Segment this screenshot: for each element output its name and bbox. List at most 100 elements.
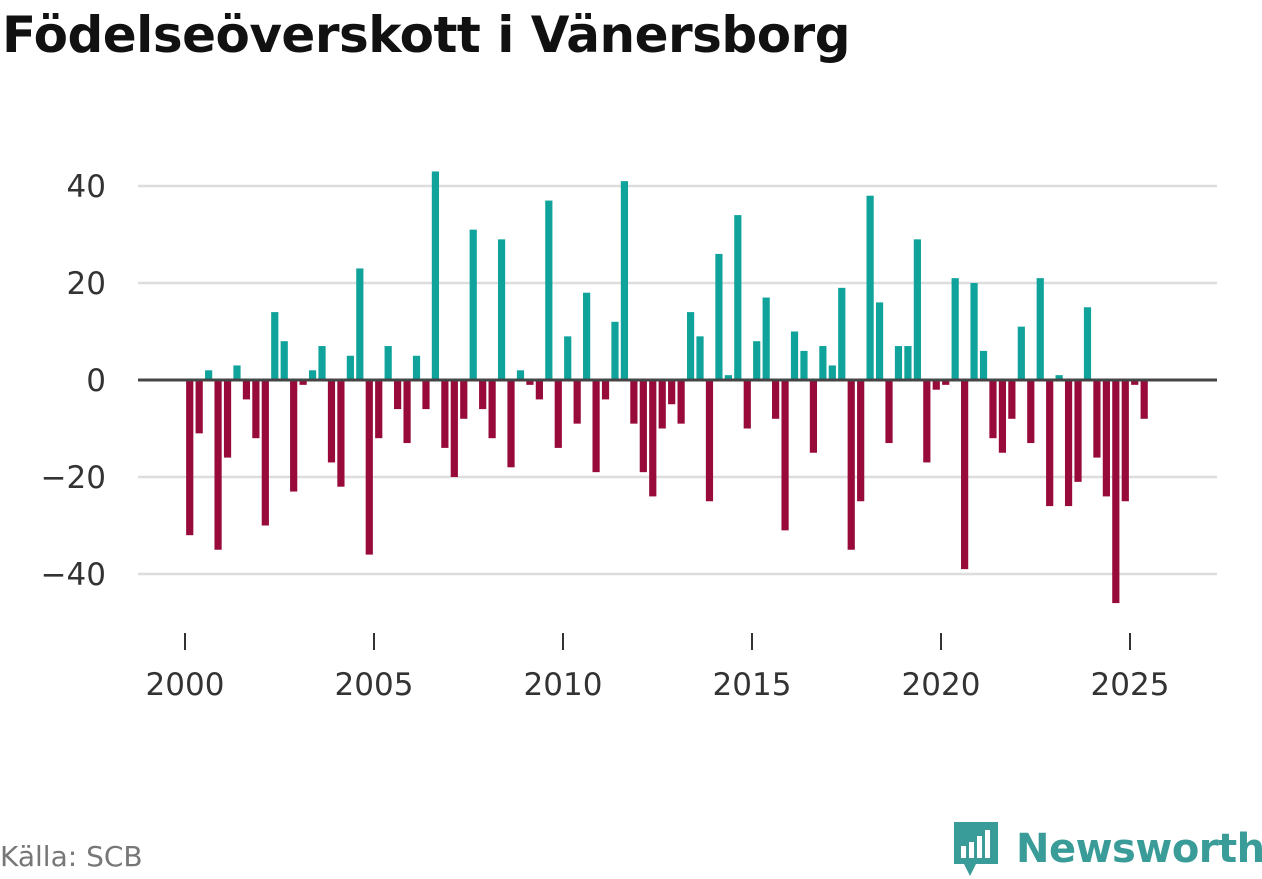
bar [261, 380, 269, 526]
bar [998, 380, 1007, 453]
bar [828, 365, 836, 380]
bar [422, 380, 430, 410]
bar [214, 380, 222, 550]
x-tick-label: 2000 [146, 667, 225, 703]
bar [431, 171, 440, 380]
bar [790, 331, 799, 380]
bar [460, 380, 468, 419]
bar [441, 380, 449, 448]
bar [838, 287, 846, 380]
bar [318, 346, 326, 380]
y-tick-label: −20 [41, 460, 106, 496]
y-axis: 40 20 0 −20 −40 [41, 169, 106, 593]
x-tick-label: 2020 [902, 667, 981, 703]
bar [412, 355, 421, 380]
bar [252, 380, 260, 439]
bar [186, 380, 194, 536]
bar [545, 200, 553, 380]
bar [1027, 380, 1035, 444]
bar [233, 365, 241, 380]
bar [564, 336, 572, 380]
bar [942, 380, 950, 385]
bar [781, 380, 789, 531]
bar [337, 380, 345, 487]
bar [384, 346, 392, 380]
bar [979, 350, 988, 380]
bar [658, 380, 666, 429]
bar [1083, 307, 1092, 380]
bar [904, 346, 912, 380]
y-tick-label: 20 [67, 266, 106, 302]
bar [875, 302, 884, 380]
chart-title: Födelseöverskott i Vänersborg [2, 6, 851, 64]
bar [535, 380, 543, 400]
bar [639, 380, 647, 473]
bar [375, 380, 383, 439]
bar [507, 380, 515, 468]
bar [583, 292, 591, 380]
bar [356, 268, 364, 380]
bar [526, 380, 534, 385]
bar [724, 375, 732, 380]
x-axis: 2000 2005 2010 2015 2020 2025 [146, 633, 1170, 703]
bar [866, 195, 874, 380]
bar [592, 380, 600, 473]
bar [1055, 375, 1063, 380]
x-tick-label: 2010 [524, 667, 603, 703]
bar [271, 312, 279, 380]
x-tick-label: 2025 [1091, 667, 1170, 703]
bar [497, 239, 506, 380]
brand-name: Newsworthy [1016, 826, 1262, 872]
bar [1121, 380, 1129, 502]
bar [308, 370, 317, 380]
bar [705, 380, 714, 502]
bar [1074, 380, 1082, 482]
bar [223, 380, 232, 458]
source-note: Källa: SCB [0, 840, 143, 873]
bar [403, 380, 411, 444]
bar [611, 321, 619, 380]
x-tick-label: 2015 [713, 667, 792, 703]
bar [1046, 380, 1054, 507]
bar [819, 346, 827, 380]
bar [913, 239, 921, 380]
bar [630, 380, 638, 424]
bar [677, 380, 685, 424]
bar [195, 380, 203, 434]
bar [696, 336, 704, 380]
bar [346, 355, 354, 380]
bar [847, 380, 855, 550]
bar [488, 380, 496, 439]
x-tick-label: 2005 [335, 667, 414, 703]
bar [620, 181, 629, 380]
bar [715, 253, 723, 380]
bar [668, 380, 676, 405]
bar [469, 229, 477, 380]
bar [573, 380, 581, 424]
bar [1093, 380, 1101, 458]
bar [743, 380, 751, 429]
bar [365, 380, 373, 555]
bar [1112, 380, 1120, 604]
bar [450, 380, 458, 477]
bar [649, 380, 657, 497]
bar [923, 380, 931, 463]
bar [753, 341, 761, 380]
bar [1064, 380, 1073, 507]
bar [961, 380, 969, 570]
bar [885, 380, 893, 444]
bar [686, 312, 695, 380]
bar [970, 283, 978, 380]
bar [951, 278, 959, 380]
bar [601, 380, 610, 400]
newsworthy-logo-icon [954, 822, 998, 876]
y-tick-label: 40 [67, 169, 106, 205]
bar [1102, 380, 1110, 497]
bar [242, 380, 251, 400]
bar [394, 380, 402, 410]
bar [516, 370, 525, 380]
bar [800, 350, 808, 380]
bar [1036, 278, 1044, 380]
bar [1017, 326, 1025, 380]
